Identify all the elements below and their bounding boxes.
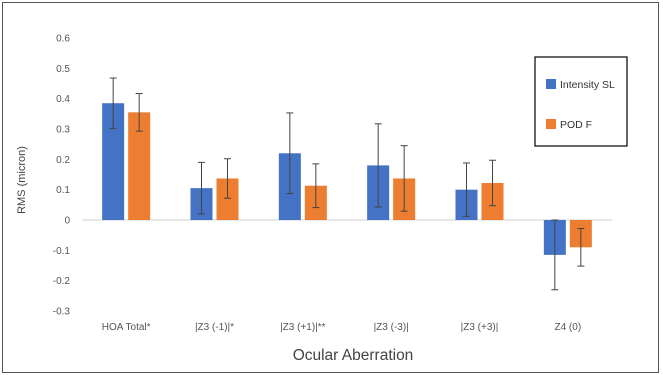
x-tick-label: |Z3 (-1)|* (195, 322, 234, 333)
x-tick-label: |Z3 (+1)|** (280, 322, 326, 333)
x-axis: HOA Total* |Z3 (-1)|* |Z3 (+1)|** |Z3 (-3)|… (102, 322, 581, 333)
x-tick-label: |Z3 (+3)| (461, 322, 499, 333)
x-tick-label: |Z3 (-3)| (374, 322, 409, 333)
y-axis: 0.6 0.5 0.4 0.3 0.2 0.1 0 -0.1 -0.2 -0.3 (53, 34, 71, 318)
y-tick-label: 0 (64, 216, 70, 227)
y-tick-label: 0.2 (56, 155, 70, 166)
x-tick-label: HOA Total* (102, 322, 151, 333)
bars (102, 78, 592, 290)
legend-swatch-pod-f (546, 119, 556, 129)
y-tick-label: 0.1 (56, 185, 70, 196)
y-tick-label: 0.3 (56, 125, 70, 136)
y-tick-label: 0.4 (56, 94, 70, 105)
y-tick-label: -0.1 (53, 246, 71, 257)
legend-label: Intensity SL (560, 79, 615, 91)
x-axis-title: Ocular Aberration (293, 347, 414, 364)
y-tick-label: -0.2 (53, 276, 71, 287)
x-tick-label: Z4 (0) (554, 322, 581, 333)
legend-label: POD F (560, 119, 592, 131)
y-tick-label: 0.6 (56, 34, 70, 45)
y-tick-label: -0.3 (53, 307, 71, 318)
legend: Intensity SL POD F (535, 57, 627, 146)
legend-swatch-intensity-sl (546, 79, 556, 89)
y-tick-label: 0.5 (56, 64, 70, 75)
y-axis-title: RMS (micron) (16, 146, 28, 214)
legend-box (535, 57, 627, 146)
